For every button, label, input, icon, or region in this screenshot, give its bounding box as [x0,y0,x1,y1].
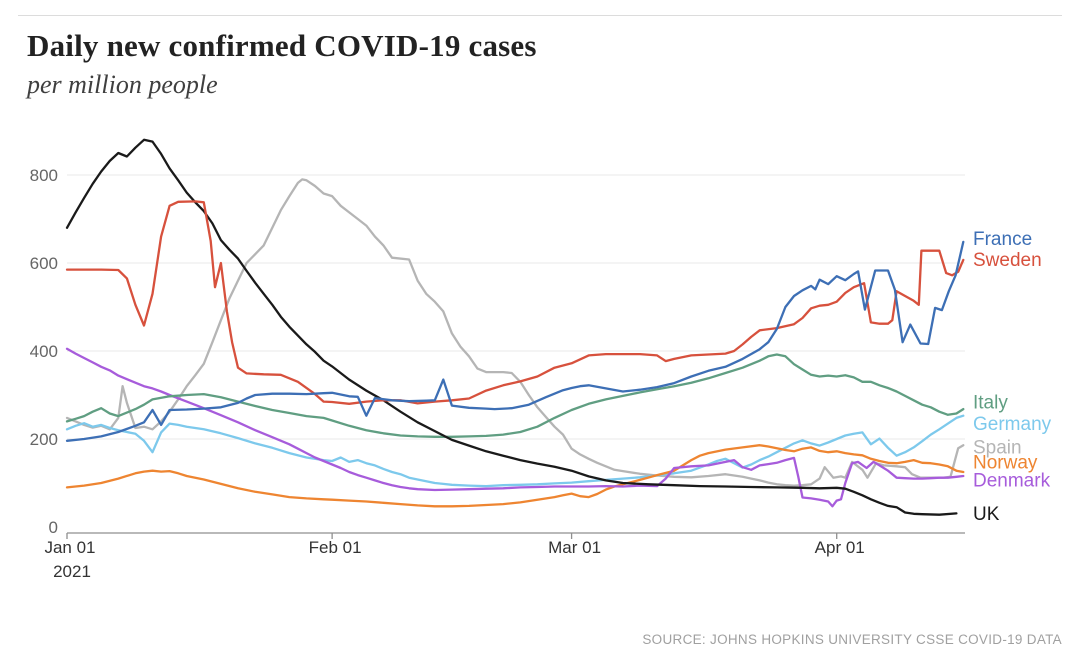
series-line-germany [65,414,965,488]
x-axis-tick-label: Apr 01 [815,538,865,557]
chart-title: Daily new confirmed COVID-19 cases [27,28,537,63]
series-line-sweden [65,200,965,405]
series-line-italy [65,353,965,438]
series-label-uk: UK [973,504,1000,525]
series-label-sweden: Sweden [973,250,1042,271]
series-label-norway: Norway [973,452,1038,473]
y-axis-tick-800: 800 [30,166,58,185]
y-axis-tick-400: 400 [30,342,58,361]
y-axis-tick-0: 0 [49,518,58,537]
series-label-italy: Italy [973,392,1008,413]
top-divider [18,15,1062,16]
y-axis-tick-600: 600 [30,254,58,273]
x-axis-tick-label: Mar 01 [548,538,601,557]
series-label-spain: Spain [973,437,1022,458]
series-line-uk [65,138,958,516]
series-line-norway [65,444,965,508]
series-label-france: France [973,229,1032,250]
series-line-france [65,240,965,442]
series-line-denmark [65,347,965,508]
series-line-spain [65,178,965,487]
chart-subtitle: per million people [27,70,218,99]
y-axis-tick-200: 200 [30,430,58,449]
x-axis-tick-label: Feb 01 [309,538,362,557]
x-axis-tick-sublabel: 2021 [53,562,91,581]
source-attribution: SOURCE: JOHNS HOPKINS UNIVERSITY CSSE CO… [642,632,1062,647]
series-label-germany: Germany [973,414,1052,435]
x-axis-tick-label: Jan 01 [44,538,95,557]
series-label-denmark: Denmark [973,470,1051,491]
